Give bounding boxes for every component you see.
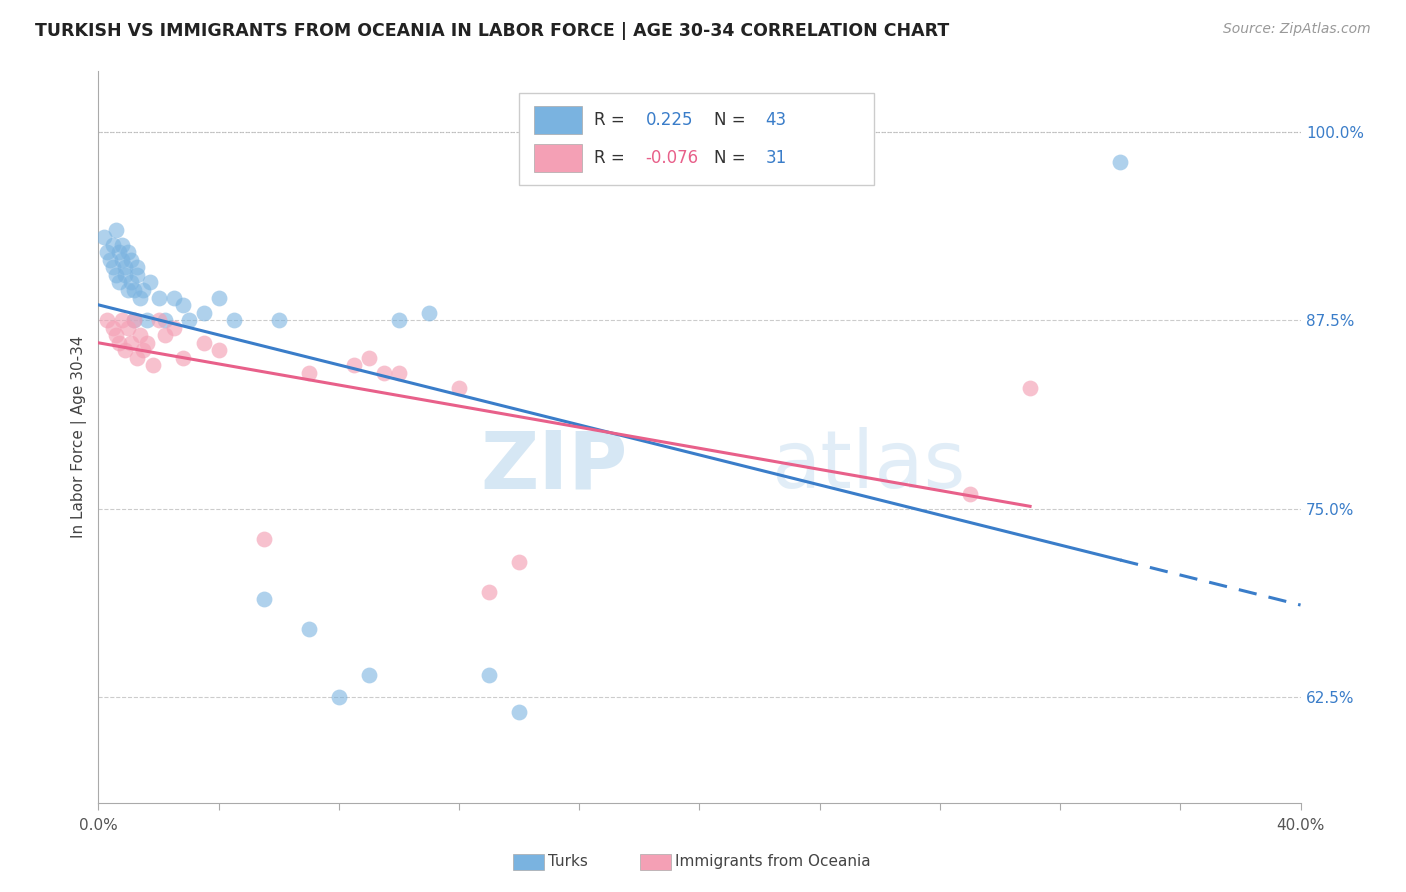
Point xyxy=(114,268,136,282)
Text: ZIP: ZIP xyxy=(479,427,627,506)
Point xyxy=(93,230,115,244)
Point xyxy=(388,313,411,327)
Text: 31: 31 xyxy=(766,149,787,167)
Text: N =: N = xyxy=(714,149,751,167)
Point xyxy=(373,366,395,380)
Point xyxy=(418,306,440,320)
Point xyxy=(96,313,118,327)
Point xyxy=(357,667,380,681)
Bar xyxy=(534,106,582,134)
Text: 43: 43 xyxy=(766,111,787,128)
Point xyxy=(111,237,134,252)
Point xyxy=(127,351,149,365)
Point xyxy=(105,328,128,343)
Point xyxy=(1109,154,1132,169)
Point xyxy=(121,335,143,350)
Text: TURKISH VS IMMIGRANTS FROM OCEANIA IN LABOR FORCE | AGE 30-34 CORRELATION CHART: TURKISH VS IMMIGRANTS FROM OCEANIA IN LA… xyxy=(35,22,949,40)
Text: R =: R = xyxy=(593,149,630,167)
Point xyxy=(103,237,125,252)
Point xyxy=(108,335,131,350)
Point xyxy=(100,252,122,267)
Point xyxy=(121,252,143,267)
Point xyxy=(478,667,501,681)
Point xyxy=(153,313,176,327)
Point xyxy=(253,592,276,607)
Point xyxy=(127,260,149,275)
Point xyxy=(447,381,470,395)
Point xyxy=(222,313,245,327)
Point xyxy=(111,313,134,327)
Point xyxy=(114,343,136,358)
Text: 0.225: 0.225 xyxy=(645,111,693,128)
Point xyxy=(124,313,146,327)
Point xyxy=(108,276,131,290)
Point xyxy=(111,252,134,267)
Point xyxy=(328,690,350,705)
Point xyxy=(127,268,149,282)
FancyBboxPatch shape xyxy=(519,94,873,185)
Point xyxy=(141,359,163,373)
Point xyxy=(208,343,231,358)
Point xyxy=(138,276,160,290)
Point xyxy=(114,260,136,275)
Point xyxy=(105,223,128,237)
Point xyxy=(177,313,200,327)
Point xyxy=(162,320,184,334)
Point xyxy=(267,313,290,327)
Point xyxy=(105,268,128,282)
Point xyxy=(135,313,157,327)
Text: N =: N = xyxy=(714,111,751,128)
Text: Turks: Turks xyxy=(548,855,588,869)
Point xyxy=(129,291,152,305)
Text: -0.076: -0.076 xyxy=(645,149,699,167)
Point xyxy=(132,343,155,358)
Text: atlas: atlas xyxy=(772,427,966,506)
Point xyxy=(117,283,139,297)
Point xyxy=(148,313,170,327)
Point xyxy=(117,245,139,260)
Point xyxy=(508,706,530,720)
Point xyxy=(117,320,139,334)
Point xyxy=(162,291,184,305)
Point xyxy=(172,351,194,365)
Point xyxy=(153,328,176,343)
Point xyxy=(298,623,321,637)
Point xyxy=(1019,381,1042,395)
Point xyxy=(959,486,981,500)
Point xyxy=(343,359,366,373)
Point xyxy=(103,320,125,334)
Point xyxy=(208,291,231,305)
Point xyxy=(108,245,131,260)
Y-axis label: In Labor Force | Age 30-34: In Labor Force | Age 30-34 xyxy=(72,335,87,539)
Text: Source: ZipAtlas.com: Source: ZipAtlas.com xyxy=(1223,22,1371,37)
Point xyxy=(96,245,118,260)
Point xyxy=(508,554,530,568)
Point xyxy=(298,366,321,380)
Point xyxy=(124,313,146,327)
Point xyxy=(253,532,276,546)
Point xyxy=(193,306,215,320)
Point xyxy=(124,283,146,297)
Point xyxy=(193,335,215,350)
Point xyxy=(132,283,155,297)
Point xyxy=(388,366,411,380)
Point xyxy=(129,328,152,343)
Point xyxy=(103,260,125,275)
Point xyxy=(135,335,157,350)
Point xyxy=(148,291,170,305)
Text: Immigrants from Oceania: Immigrants from Oceania xyxy=(675,855,870,869)
Point xyxy=(172,298,194,312)
Point xyxy=(121,276,143,290)
Point xyxy=(478,584,501,599)
Bar xyxy=(534,144,582,171)
Point xyxy=(357,351,380,365)
Text: R =: R = xyxy=(593,111,630,128)
